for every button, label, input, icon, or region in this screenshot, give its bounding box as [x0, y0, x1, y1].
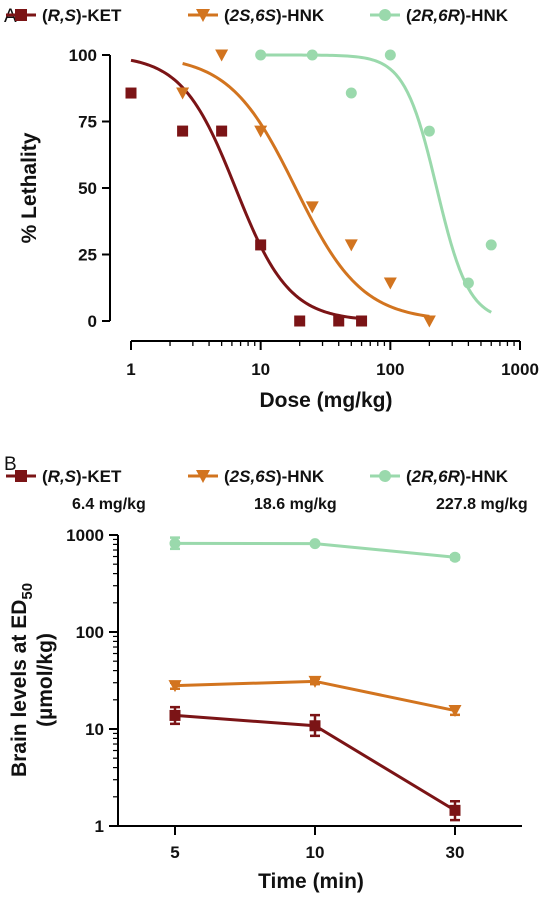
panel-b-y-tick-label-0: 1 — [95, 817, 104, 836]
panel-a-point-2-1 — [306, 49, 318, 61]
panel-b-legend-label-1: (2S,6S)-HNK — [224, 467, 325, 486]
panel-a-fit-curves — [130, 53, 492, 321]
panel-b-ticks: 1 10 100 1000 5 10 30 — [66, 526, 464, 862]
panel-b-point-2-2 — [449, 551, 461, 563]
panel-a-y-tick-label-3: 75 — [78, 113, 97, 132]
panel-a-point-2-4 — [423, 125, 435, 137]
panel-b-point-1-2 — [448, 705, 462, 718]
panel-b-x-tick-label-0: 5 — [170, 843, 179, 862]
panel-a-point-0-6 — [356, 315, 368, 327]
panel-a-fit-curve-0 — [130, 58, 362, 321]
panel-a-point-2-5 — [462, 277, 474, 289]
panel-b-y-tick-label-1: 10 — [85, 720, 104, 739]
panel-b-y-label-line1: Brain levels at ED50 — [8, 583, 36, 777]
panel-b-points — [168, 536, 462, 822]
panel-b-x-label: Time (min) — [258, 870, 364, 893]
panel-a-point-1-1 — [215, 49, 229, 62]
panel-a-legend-label-2: (2R,6R)-HNK — [406, 6, 509, 25]
panel-a-point-1-0 — [176, 87, 190, 100]
panel-a-point-2-2 — [345, 87, 357, 99]
panel-b-legend-dose-2: 227.8 mg/kg — [436, 496, 528, 513]
panel-a-y-tick-label-0: 0 — [88, 312, 97, 331]
panel-a-point-1-5 — [383, 277, 397, 290]
panel-a-point-0-2 — [216, 125, 228, 137]
panel-a-legend: (R,S)-KET (2S,6S)-HNK (2R,6R)-HNK — [6, 6, 509, 25]
panel-a-x-tick-label-3: 1000 — [501, 360, 539, 379]
panel-b-legend-marker-2 — [379, 470, 391, 482]
panel-a-legend-label-1: (2S,6S)-HNK — [224, 6, 325, 25]
panel-b-x-tick-label-2: 30 — [446, 843, 465, 862]
panel-b-y-label-main: Brain levels at ED — [8, 600, 31, 777]
panel-a-y-tick-label-1: 25 — [78, 246, 97, 265]
panel-a-legend-marker-1 — [196, 9, 210, 22]
panel-b-legend-label-2: (2R,6R)-HNK — [406, 467, 509, 486]
panel-a-legend-label-0: (R,S)-KET — [42, 6, 122, 25]
panel-a-point-0-1 — [177, 125, 189, 137]
panel-b-y-tick-label-2: 100 — [76, 623, 104, 642]
panel-b-point-1-1 — [308, 675, 322, 688]
panel-b-label: B — [4, 454, 17, 475]
panel-a-point-0-0 — [125, 87, 137, 99]
panel-b-point-2-0 — [169, 537, 181, 549]
panel-b-legend-marker-1 — [196, 470, 210, 483]
panel-b-legend-marker-0 — [15, 470, 27, 482]
panel-a-point-2-0 — [255, 49, 267, 61]
panel-b-point-0-2 — [449, 804, 461, 816]
panel-a-point-2-6 — [485, 239, 497, 251]
panel-b: B (R,S)-KET 6.4 mg/kg (2S,6S)-HNK 18.6 mg/k… — [4, 454, 528, 893]
panel-b-point-1-0 — [168, 680, 182, 693]
panel-a-legend-marker-0 — [15, 9, 27, 21]
panel-a-point-0-5 — [333, 315, 345, 327]
panel-b-legend: (R,S)-KET 6.4 mg/kg (2S,6S)-HNK 18.6 mg/kg (… — [6, 467, 528, 513]
panel-a-point-0-3 — [255, 239, 267, 251]
panel-a-points — [125, 49, 497, 328]
panel-a-point-2-3 — [384, 49, 396, 61]
panel-a-point-1-3 — [305, 201, 319, 214]
panel-b-y-label-line2: (µmol/kg) — [34, 633, 57, 727]
panel-b-legend-dose-0: 6.4 mg/kg — [72, 496, 146, 513]
panel-a-x-tick-label-0: 1 — [126, 360, 135, 379]
panel-a-x-label: Dose (mg/kg) — [259, 389, 392, 412]
panel-a-y-tick-label-2: 50 — [78, 179, 97, 198]
panel-a-fit-curve-2 — [260, 53, 492, 314]
panel-a-x-tick-label-2: 100 — [376, 360, 404, 379]
panel-a-y-tick-label-4: 100 — [69, 46, 97, 65]
panel-a-ticks: 0 25 50 75 100 1 10 100 1000 — [69, 46, 539, 379]
panel-a-point-1-4 — [344, 239, 358, 252]
panel-b-y-label-sub: 50 — [19, 583, 36, 600]
panel-a-point-1-2 — [254, 125, 268, 138]
panel-a-x-tick-label-1: 10 — [251, 360, 270, 379]
panel-b-point-0-0 — [169, 709, 181, 721]
panel-b-y-tick-label-3: 1000 — [66, 526, 104, 545]
panel-a-point-1-6 — [422, 315, 436, 328]
panel-b-point-0-1 — [309, 720, 321, 732]
panel-b-legend-dose-1: 18.6 mg/kg — [254, 496, 337, 513]
panel-a-point-0-4 — [294, 315, 306, 327]
panel-a-fit-curve-1 — [182, 62, 430, 318]
panel-a-legend-marker-2 — [379, 9, 391, 21]
panel-a-y-label: % Lethality — [18, 132, 41, 243]
panel-b-x-tick-label-1: 10 — [306, 843, 325, 862]
panel-a: A (R,S)-KET(2S,6S)-HNK(2R,6R)-HNK 025507… — [4, 6, 539, 412]
panel-b-legend-label-0: (R,S)-KET — [42, 467, 122, 486]
panel-b-point-2-1 — [309, 538, 321, 550]
